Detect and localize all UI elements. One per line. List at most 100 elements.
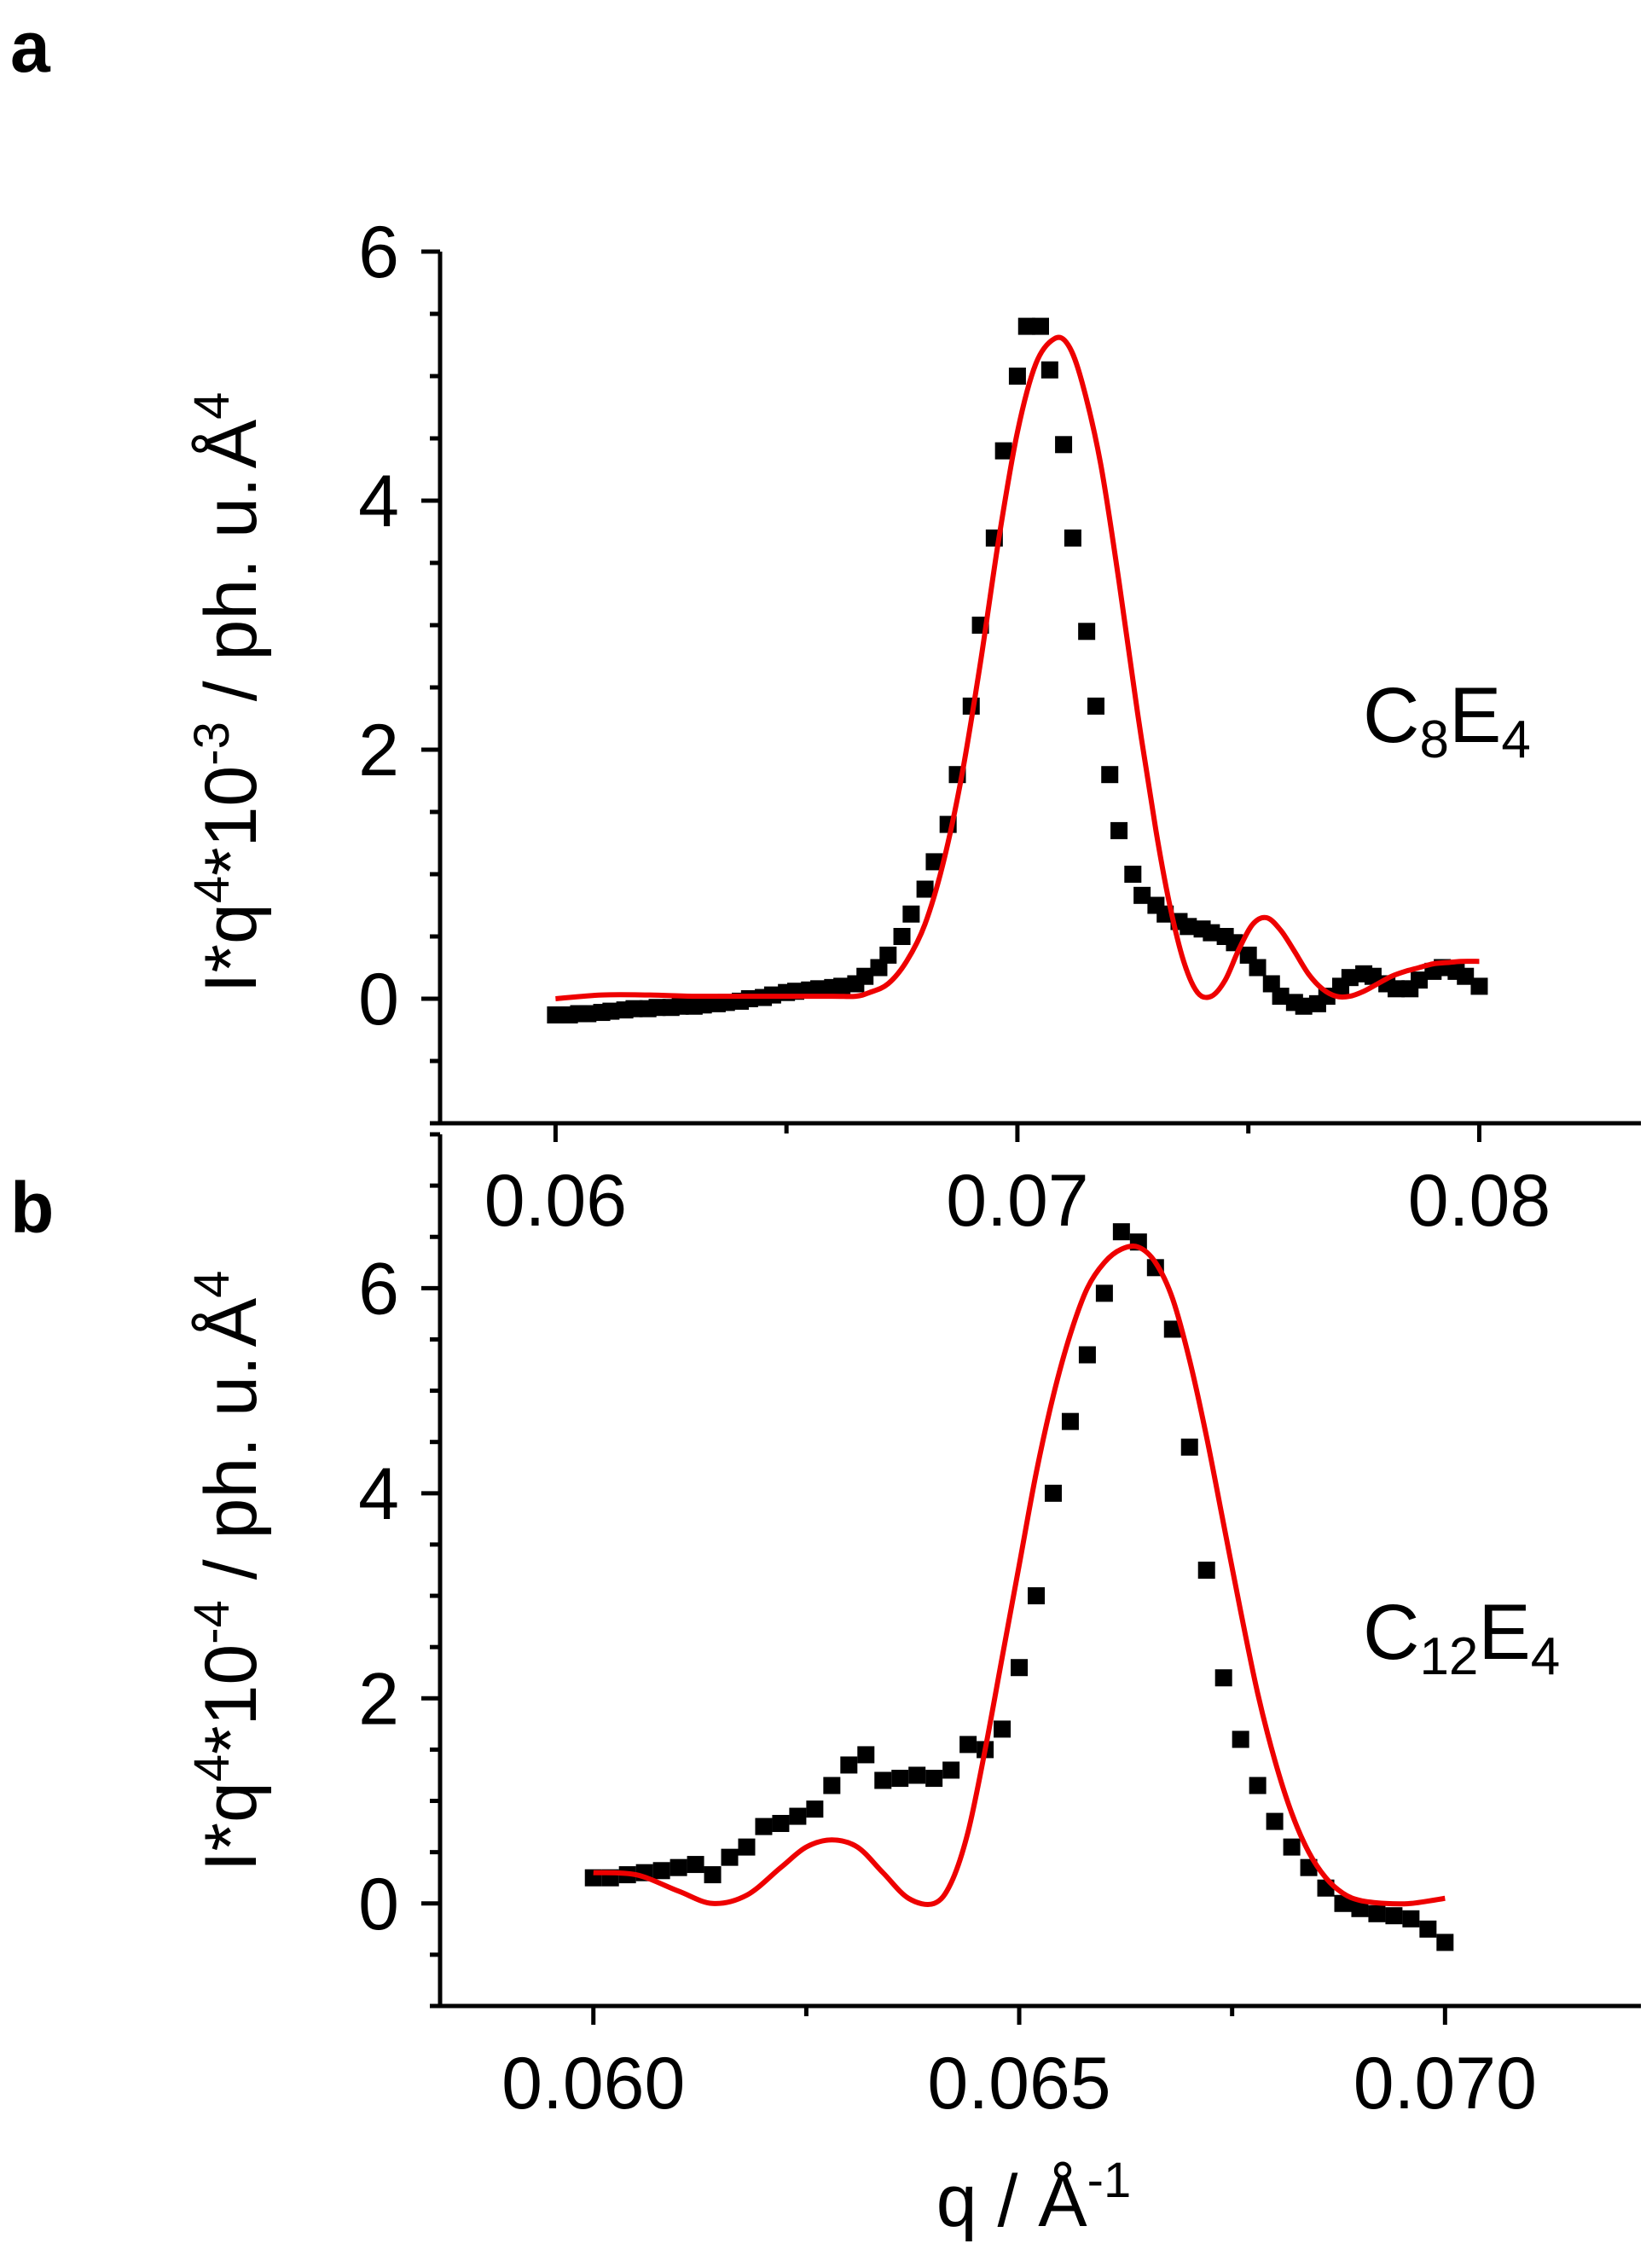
data-point [1334,1894,1352,1912]
x-tick-label: 0.07 [946,1160,1088,1242]
data-point [1110,821,1128,839]
data-point [902,905,920,923]
panel-b-y-axis-title: I*q4*10-4 / ph. u.Å4 [184,1271,272,1872]
y-tick-label: 2 [358,710,399,791]
data-point [1272,988,1290,1006]
data-point [916,880,934,898]
data-point [1232,1731,1249,1748]
panel-b-x-axis-title: q / Å-1 [936,2153,1131,2242]
panel-a-annotation: C8E4 [1363,672,1531,769]
panel-a-plot-area [547,317,1488,1023]
panel-b-annotation: C12E4 [1363,1589,1560,1686]
data-point [1385,1907,1403,1925]
data-point [874,1771,892,1789]
data-point [789,1807,807,1825]
data-point [1044,1484,1062,1502]
data-point [602,1002,620,1020]
data-point [1040,361,1058,379]
panel-a-fit-line [555,334,1480,1001]
data-point [1249,959,1267,977]
y-tick-label: 4 [358,461,399,542]
data-point [833,977,851,995]
data-point [1180,918,1197,936]
data-point [669,1858,687,1876]
data-point [1032,317,1049,335]
data-point [1101,766,1119,784]
data-point [942,1761,960,1779]
data-point [925,1770,943,1788]
data-point [1402,1910,1420,1928]
data-point [738,1838,756,1856]
panel-a-y-axis-title: I*q4*10-3 / ph. u.Å4 [184,392,272,994]
data-point [1266,1812,1284,1830]
data-point [694,996,712,1014]
data-point [1011,1659,1029,1677]
data-point [1341,969,1359,987]
data-point [879,946,897,964]
data-point [648,999,666,1017]
data-point [1295,997,1313,1015]
panel-a-axes: 0 2 4 6 0.06 0.07 0.08 [358,212,1641,1242]
data-point [772,1814,790,1832]
data-point [1351,1899,1369,1917]
data-point [1087,697,1104,715]
x-tick-label: 0.070 [1353,2043,1537,2125]
data-point [652,1862,670,1880]
x-tick-label: 0.065 [927,2043,1110,2125]
panel-b-label: b [10,1168,54,1248]
data-point [1419,1920,1437,1938]
data-point [1064,529,1081,547]
data-point [1387,980,1405,998]
data-point [908,1766,926,1784]
data-point [1055,436,1073,454]
data-point [1283,1838,1301,1856]
data-point [1368,1904,1386,1922]
data-point [1028,1587,1046,1605]
data-point [1163,1320,1181,1338]
data-point [994,1720,1011,1738]
data-point [1112,1223,1130,1241]
data-point [891,1770,909,1788]
data-point [1470,977,1488,995]
y-tick-label: 4 [358,1453,399,1535]
panel-b-plot-area [584,1223,1454,1951]
x-tick-label: 0.06 [484,1160,627,1242]
y-tick-label: 0 [358,959,399,1041]
data-point [625,1000,643,1017]
panel-b-axes: 0 2 4 6 0.060 0.065 0.070 [358,1132,1641,2125]
data-point [1095,1284,1113,1302]
data-point [755,1817,773,1835]
data-point [1197,1562,1215,1579]
data-point [1249,1777,1267,1794]
data-point [1203,924,1220,942]
data-point [857,1746,875,1764]
data-point [1214,1669,1232,1687]
y-tick-label: 6 [358,212,399,293]
data-point [1436,1933,1454,1951]
x-tick-label: 0.08 [1408,1160,1551,1242]
data-point [994,442,1012,460]
data-point [959,1736,977,1754]
y-tick-label: 0 [358,1864,399,1945]
data-point [840,1756,858,1774]
panel-b-fit-line [593,1244,1446,1907]
data-point [1061,1412,1079,1430]
data-point [810,980,828,998]
data-point [1457,967,1475,985]
data-point [1411,971,1429,989]
data-point [1364,967,1382,985]
y-tick-label: 6 [358,1248,399,1330]
data-point [704,1866,722,1884]
data-point [721,1848,739,1866]
data-point [1008,368,1026,385]
data-point [1017,317,1035,335]
data-point [579,1005,597,1023]
data-point [1124,866,1142,883]
data-point [925,853,943,871]
data-point [856,967,874,985]
data-point [1133,886,1151,904]
data-point [547,1006,565,1023]
data-point [1078,623,1096,641]
data-point [671,997,689,1015]
